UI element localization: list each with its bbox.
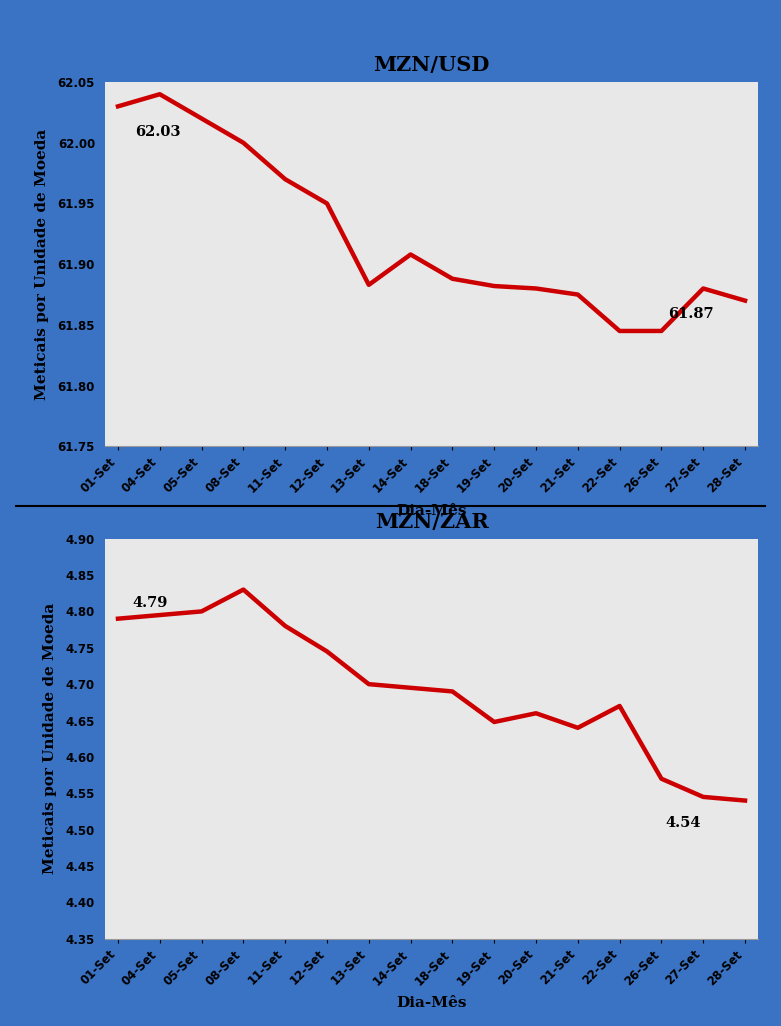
Text: 4.54: 4.54 bbox=[665, 816, 701, 830]
Y-axis label: Meticais por Unidade de Moeda: Meticais por Unidade de Moeda bbox=[43, 603, 57, 874]
Title: MZN/USD: MZN/USD bbox=[373, 55, 490, 75]
X-axis label: Dia-Mês: Dia-Mês bbox=[396, 504, 467, 517]
Title: MZN/ZAR: MZN/ZAR bbox=[375, 512, 488, 531]
X-axis label: Dia-Mês: Dia-Mês bbox=[396, 996, 467, 1010]
Y-axis label: Meticais por Unidade de Moeda: Meticais por Unidade de Moeda bbox=[35, 128, 49, 400]
Text: 4.79: 4.79 bbox=[133, 596, 168, 610]
Text: 62.03: 62.03 bbox=[134, 124, 180, 139]
Text: 61.87: 61.87 bbox=[668, 307, 713, 320]
